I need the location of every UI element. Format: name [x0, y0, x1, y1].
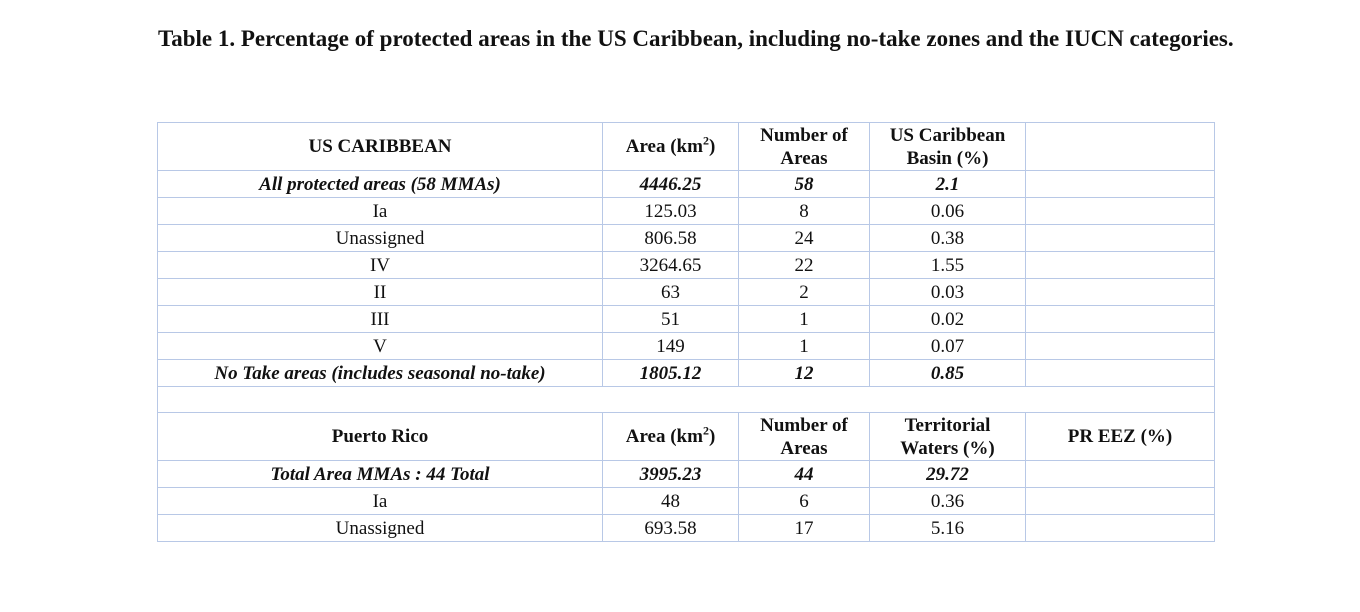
percent-cell: 5.16	[869, 514, 1026, 542]
territorial-waters-header: Territorial Waters (%)	[869, 412, 1026, 461]
percent-cell: 0.03	[869, 278, 1026, 306]
extra-cell	[1025, 487, 1215, 515]
area-cell: 63	[602, 278, 739, 306]
extra-cell	[1025, 197, 1215, 225]
row-label: V	[157, 332, 603, 360]
separator-cell	[157, 386, 1215, 413]
count-cell: 6	[738, 487, 870, 515]
row-label: IV	[157, 251, 603, 279]
row-label: Unassigned	[157, 514, 603, 542]
region-header: Puerto Rico	[157, 412, 603, 461]
extra-cell	[1025, 251, 1215, 279]
area-cell: 3264.65	[602, 251, 739, 279]
count-cell: 22	[738, 251, 870, 279]
count-cell: 12	[738, 359, 870, 387]
percent-cell: 0.07	[869, 332, 1026, 360]
pr-eez-header: PR EEZ (%)	[1025, 412, 1215, 461]
percent-cell: 0.02	[869, 305, 1026, 333]
extra-cell	[1025, 460, 1215, 488]
area-cell: 48	[602, 487, 739, 515]
area-header: Area (km2)	[602, 412, 739, 461]
percent-cell: 0.06	[869, 197, 1026, 225]
row-label: Ia	[157, 197, 603, 225]
row-label: Ia	[157, 487, 603, 515]
row-label: All protected areas (58 MMAs)	[157, 170, 603, 198]
table-caption: Table 1. Percentage of protected areas i…	[158, 26, 1234, 51]
extra-cell	[1025, 514, 1215, 542]
table-row: III 51 1 0.02	[157, 305, 1215, 333]
percent-cell: 2.1	[869, 170, 1026, 198]
area-cell: 1805.12	[602, 359, 739, 387]
count-cell: 2	[738, 278, 870, 306]
count-cell: 24	[738, 224, 870, 252]
extra-cell	[1025, 170, 1215, 198]
separator-row	[157, 386, 1215, 413]
extra-cell	[1025, 359, 1215, 387]
area-header: Area (km2)	[602, 122, 739, 171]
table-row: Total Area MMAs : 44 Total 3995.23 44 29…	[157, 460, 1215, 488]
region-header: US CARIBBEAN	[157, 122, 603, 171]
area-cell: 3995.23	[602, 460, 739, 488]
extra-header	[1025, 122, 1215, 171]
puerto-rico-header-row: Puerto Rico Area (km2) Number of Areas Te…	[157, 412, 1215, 461]
basin-percent-header: US Caribbean Basin (%)	[869, 122, 1026, 171]
count-cell: 44	[738, 460, 870, 488]
table-row: II 63 2 0.03	[157, 278, 1215, 306]
area-cell: 4446.25	[602, 170, 739, 198]
protected-areas-table: US CARIBBEAN Area (km2) Number of Areas U…	[157, 122, 1215, 542]
number-of-areas-header: Number of Areas	[738, 122, 870, 171]
table-row: Unassigned 693.58 17 5.16	[157, 514, 1215, 542]
percent-cell: 29.72	[869, 460, 1026, 488]
count-cell: 17	[738, 514, 870, 542]
area-cell: 806.58	[602, 224, 739, 252]
count-cell: 8	[738, 197, 870, 225]
count-cell: 58	[738, 170, 870, 198]
row-label: No Take areas (includes seasonal no-take…	[157, 359, 603, 387]
row-label: Unassigned	[157, 224, 603, 252]
extra-cell	[1025, 278, 1215, 306]
count-cell: 1	[738, 332, 870, 360]
us-caribbean-header-row: US CARIBBEAN Area (km2) Number of Areas U…	[157, 122, 1215, 171]
table-row: V 149 1 0.07	[157, 332, 1215, 360]
area-cell: 693.58	[602, 514, 739, 542]
percent-cell: 1.55	[869, 251, 1026, 279]
table-row: No Take areas (includes seasonal no-take…	[157, 359, 1215, 387]
number-of-areas-header: Number of Areas	[738, 412, 870, 461]
row-label: Total Area MMAs : 44 Total	[157, 460, 603, 488]
extra-cell	[1025, 224, 1215, 252]
table-row: IV 3264.65 22 1.55	[157, 251, 1215, 279]
area-cell: 149	[602, 332, 739, 360]
area-cell: 51	[602, 305, 739, 333]
table-row: Unassigned 806.58 24 0.38	[157, 224, 1215, 252]
count-cell: 1	[738, 305, 870, 333]
percent-cell: 0.36	[869, 487, 1026, 515]
area-cell: 125.03	[602, 197, 739, 225]
table-row: All protected areas (58 MMAs) 4446.25 58…	[157, 170, 1215, 198]
percent-cell: 0.85	[869, 359, 1026, 387]
extra-cell	[1025, 332, 1215, 360]
table-row: Ia 125.03 8 0.06	[157, 197, 1215, 225]
row-label: III	[157, 305, 603, 333]
percent-cell: 0.38	[869, 224, 1026, 252]
row-label: II	[157, 278, 603, 306]
extra-cell	[1025, 305, 1215, 333]
table-row: Ia 48 6 0.36	[157, 487, 1215, 515]
